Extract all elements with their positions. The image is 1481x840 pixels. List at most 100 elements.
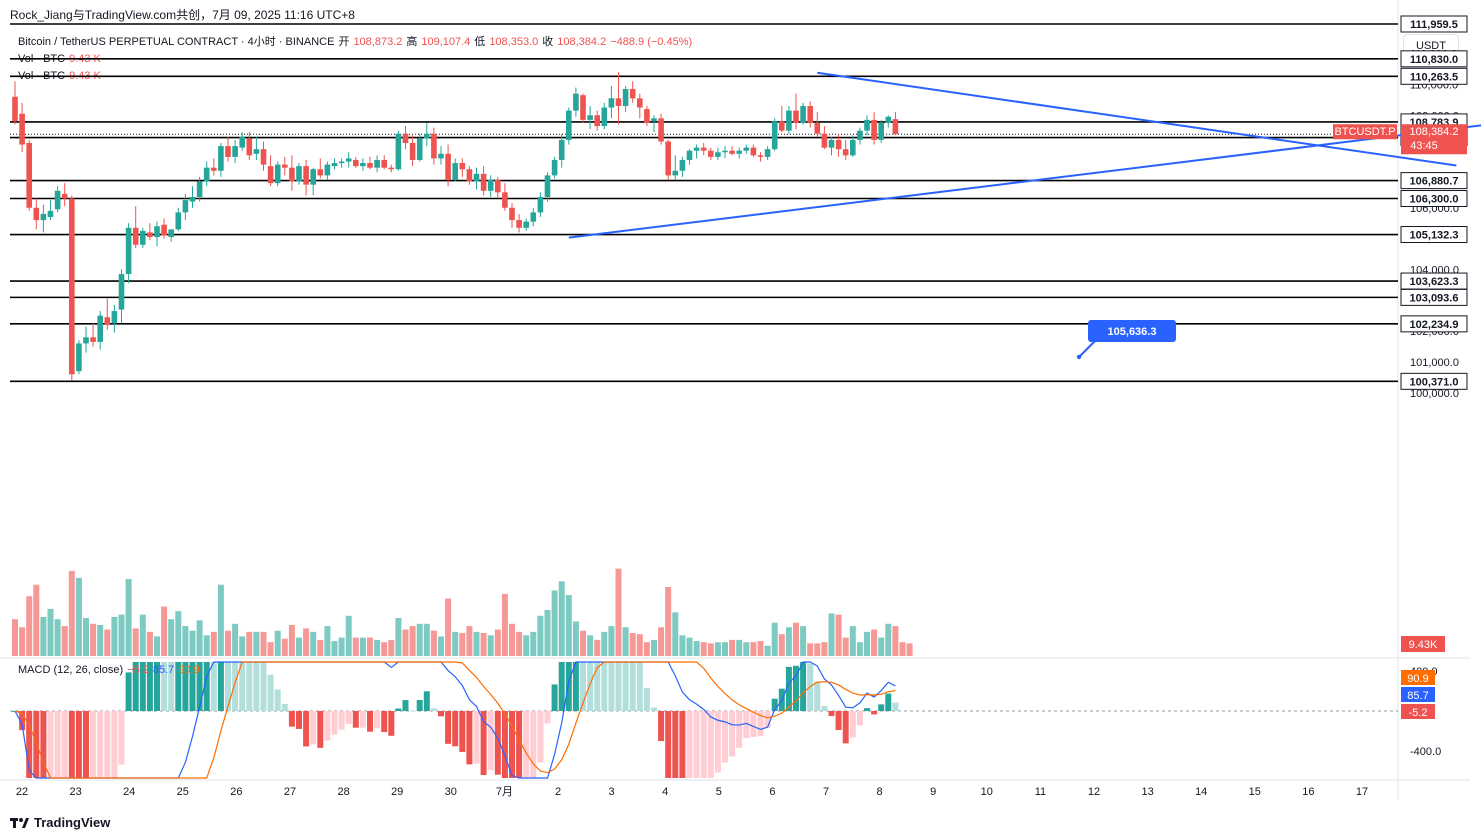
- volume-bar: [331, 641, 338, 656]
- candle-body: [544, 175, 551, 197]
- volume-bar: [225, 630, 231, 656]
- candle-body: [672, 170, 679, 176]
- macd-histogram-bar: [693, 711, 700, 778]
- candle-body: [76, 343, 82, 372]
- candle-body: [424, 133, 430, 139]
- macd-histogram-bar: [189, 662, 196, 711]
- volume-bar: [558, 581, 565, 656]
- volume-bar: [104, 629, 111, 656]
- macd-histogram-bar: [466, 711, 473, 765]
- volume-bar: [800, 626, 807, 656]
- candle-body: [203, 167, 210, 182]
- macd-histogram-bar: [274, 689, 281, 711]
- volume-bar: [154, 636, 160, 656]
- volume-tag-label: 9.43K: [1409, 639, 1438, 651]
- macd-histogram-bar: [423, 691, 430, 711]
- macd-histogram-bar: [111, 711, 118, 778]
- time-axis-label: 30: [445, 786, 457, 798]
- macd-histogram-bar: [509, 711, 515, 778]
- symbol-tag-box: [1333, 124, 1397, 140]
- candle-body: [807, 106, 813, 123]
- volume-bar: [68, 570, 75, 656]
- candle-body: [814, 122, 821, 134]
- time-axis-label: 10: [981, 786, 993, 798]
- symbol-description: Bitcoin / TetherUS PERPETUAL CONTRACT · …: [18, 36, 335, 48]
- candle-body: [722, 150, 728, 153]
- candle-body: [69, 198, 75, 375]
- volume-bar: [296, 637, 302, 656]
- macd-histogram-bar: [281, 703, 288, 711]
- candle-body: [246, 138, 253, 156]
- volume-bar: [686, 637, 693, 656]
- candle-body: [452, 163, 458, 181]
- macd-histogram-bar: [104, 711, 111, 778]
- candle-body: [374, 159, 380, 168]
- candle-body: [729, 150, 735, 154]
- volume-bar: [381, 642, 388, 656]
- annotation-label: 105,636.3: [1108, 326, 1157, 338]
- volume-bar: [572, 621, 579, 656]
- candle-body: [523, 221, 529, 228]
- macd-histogram-bar: [601, 662, 608, 711]
- macd-signal-value: 90.9: [178, 664, 200, 676]
- macd-histogram-bar: [317, 711, 324, 748]
- open-label: 开: [338, 36, 350, 48]
- candle-body: [303, 166, 309, 185]
- volume-bar: [878, 637, 885, 656]
- candle-body: [367, 163, 373, 168]
- candle-body: [580, 95, 586, 120]
- volume-bar: [47, 608, 54, 656]
- macd-histogram-bar: [572, 662, 579, 711]
- price-axis-label: 101,000.0: [1410, 357, 1459, 369]
- candle-body: [850, 139, 856, 156]
- annotation-anchor: [1076, 354, 1082, 360]
- macd-histogram-bar: [146, 662, 153, 711]
- annotation-box: [1088, 320, 1176, 342]
- macd-histogram-bar: [75, 711, 82, 778]
- volume-bar: [239, 636, 246, 656]
- macd-legend: MACD (12, 26, close) −5.2 85.7 90.9: [18, 664, 200, 676]
- macd-histogram-bar: [849, 711, 856, 738]
- volume-bar: [658, 627, 665, 656]
- volume-bar: [388, 639, 395, 656]
- volume-bar: [168, 619, 175, 656]
- time-axis-label: 7: [823, 786, 829, 798]
- volume-bar: [175, 611, 182, 656]
- macd-histogram-bar: [310, 711, 317, 745]
- macd-histogram-bar: [47, 711, 54, 778]
- candle-body: [558, 139, 565, 160]
- volume-bar: [253, 631, 260, 656]
- time-axis-label: 7月: [496, 786, 513, 798]
- macd-histogram-bar: [544, 711, 551, 724]
- macd-histogram-bar: [885, 693, 892, 711]
- candle-body: [857, 130, 863, 140]
- volume-bar: [111, 616, 118, 656]
- candle-body: [282, 164, 288, 168]
- macd-value-tag: [1401, 687, 1435, 702]
- macd-value-tag: [1401, 670, 1435, 685]
- candle-body: [786, 110, 792, 131]
- volume-bar: [317, 639, 324, 656]
- volume-bar: [722, 642, 728, 656]
- candle-body: [686, 150, 693, 160]
- candle-body: [644, 109, 650, 123]
- macd-histogram-bar: [445, 711, 452, 744]
- macd-histogram-bar: [438, 711, 444, 717]
- footer-branding[interactable]: TradingView: [10, 815, 110, 830]
- candle-body: [480, 173, 487, 191]
- macd-histogram-bar: [296, 711, 302, 729]
- low-value: 108,353.0: [489, 36, 539, 48]
- change-value: −488.9 (−0.45%): [610, 36, 693, 48]
- macd-histogram-bar: [267, 674, 274, 711]
- level-price-label: 103,093.6: [1410, 292, 1459, 304]
- macd-value-label: 85.7: [1407, 690, 1428, 702]
- close-value: 108,384.2: [557, 36, 607, 48]
- volume-bar: [75, 577, 82, 656]
- macd-histogram-bar: [494, 711, 501, 775]
- candle-body: [700, 147, 707, 151]
- level-price-label: 111,959.5: [1410, 19, 1458, 31]
- candle-body: [395, 133, 402, 170]
- macd-value-label: -5.2: [1409, 707, 1428, 719]
- candle-body: [83, 337, 89, 344]
